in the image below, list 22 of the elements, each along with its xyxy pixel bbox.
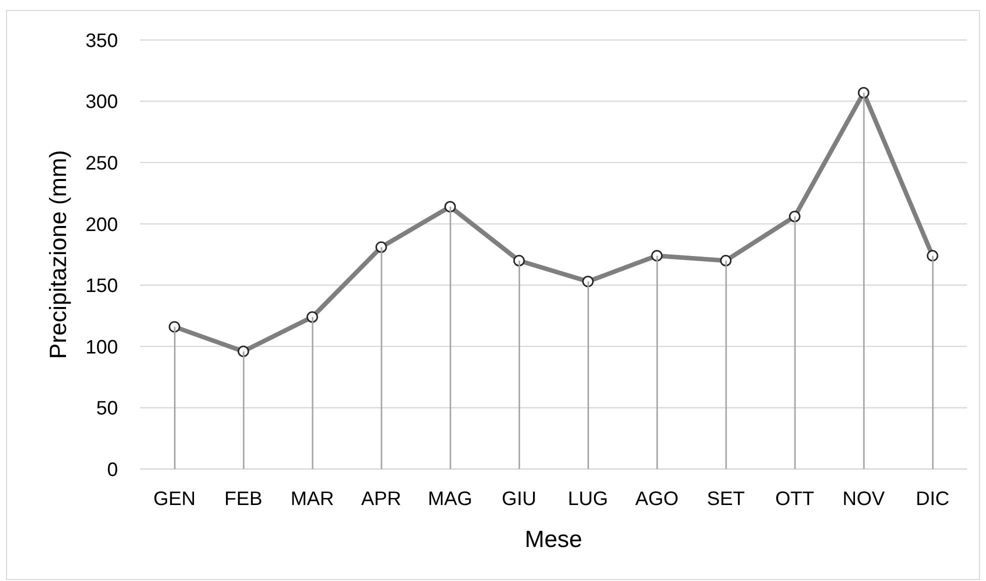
y-tick-label: 250 [85,152,118,174]
y-tick-label: 300 [85,91,118,114]
y-tick-label: 200 [85,214,118,236]
x-tick-label: NOV [842,488,885,510]
y-axis-title: Precipitazione (mm) [45,150,72,359]
x-tick-label: OTT [775,488,814,510]
x-tick-label: APR [361,488,402,510]
y-tick-label: 150 [85,275,118,298]
y-tick-label: 50 [96,398,118,420]
x-tick-label: MAG [428,488,472,510]
x-tick-label: DIC [916,488,950,510]
y-tick-label: 100 [85,336,118,358]
x-tick-label: GEN [153,488,196,510]
x-tick-label: FEB [224,488,262,510]
y-tick-label: 0 [107,458,118,481]
x-tick-label: GIU [502,488,536,510]
x-tick-label: LUG [568,488,608,510]
y-tick-label: 350 [85,30,118,52]
x-tick-label: AGO [635,488,679,510]
x-tick-label: SET [706,488,745,510]
x-tick-label: MAR [290,488,334,510]
x-axis-title: Mese [524,526,582,552]
